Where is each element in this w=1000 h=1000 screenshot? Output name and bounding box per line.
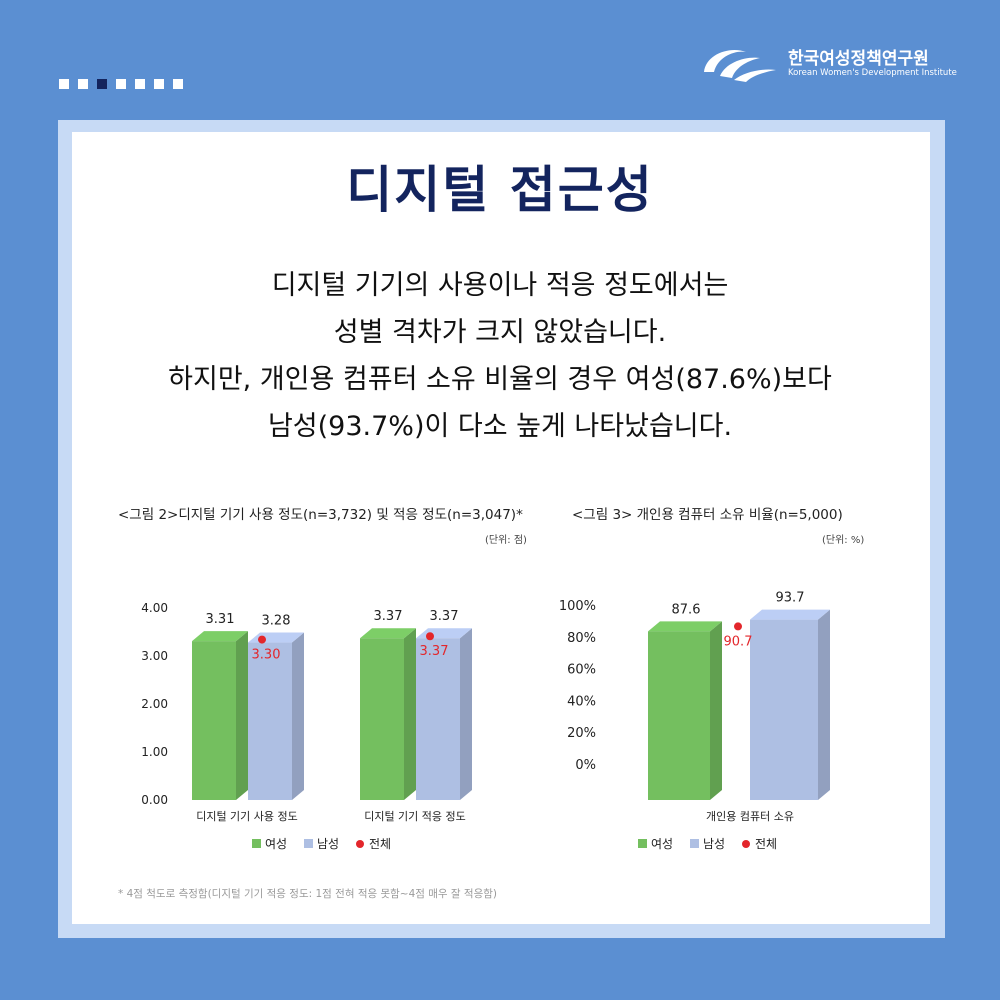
bar-male xyxy=(750,619,818,800)
value-label-overall: 3.37 xyxy=(420,644,449,659)
legend-overall-marker xyxy=(356,840,364,848)
value-label-female: 87.6 xyxy=(672,602,701,617)
bar-male-side xyxy=(818,609,830,800)
bar-male xyxy=(248,642,292,800)
value-label-overall: 3.30 xyxy=(252,648,281,663)
bar-male xyxy=(416,638,460,800)
legend-male-swatch xyxy=(690,839,699,848)
y-tick-label: 40% xyxy=(567,694,596,709)
bar-female xyxy=(192,641,236,800)
legend-label: 남성 xyxy=(317,837,339,851)
description-line: 성별 격차가 크지 않았습니다. xyxy=(333,317,667,348)
page-dot xyxy=(116,79,126,89)
y-tick-label: 3.00 xyxy=(141,649,168,663)
overall-point xyxy=(426,632,434,641)
y-tick-label: 80% xyxy=(567,631,596,646)
value-label-female: 3.31 xyxy=(206,612,235,627)
legend-label: 전체 xyxy=(369,837,391,851)
page-title: 디지털 접근성 xyxy=(346,161,654,219)
y-tick-label: 4.00 xyxy=(141,601,168,615)
bar-female-side xyxy=(404,628,416,800)
x-category-label: 디지털 기기 적응 정도 xyxy=(364,810,466,823)
value-label-male: 93.7 xyxy=(776,591,805,606)
page-dot xyxy=(59,79,69,89)
bar-male-side xyxy=(460,628,472,800)
overall-point xyxy=(734,622,742,631)
value-label-male: 3.37 xyxy=(430,609,459,624)
bar-male-top xyxy=(750,609,830,620)
description-line: 하지만, 개인용 컴퓨터 소유 비율의 경우 여성(87.6%)보다 xyxy=(168,364,832,395)
bar-female-top xyxy=(360,628,416,639)
description-line: 남성(93.7%)이 다소 높게 나타났습니다. xyxy=(267,411,733,442)
y-tick-label: 0% xyxy=(575,758,596,773)
page-dot xyxy=(173,79,183,89)
value-label-overall: 90.7 xyxy=(724,634,753,649)
bar-female-top xyxy=(648,621,722,632)
footnote: * 4점 척도로 측정함(디지털 기기 적응 정도: 1점 전혀 적응 못함~4… xyxy=(118,888,498,900)
bar-female-top xyxy=(192,631,248,642)
figure3-title: <그림 3> 개인용 컴퓨터 소유 비율(n=5,000) xyxy=(572,507,843,523)
bar-male-side xyxy=(292,632,304,800)
value-label-male: 3.28 xyxy=(262,614,291,629)
page-dot xyxy=(78,79,88,89)
figure3-chart: 100% 80% 60% 40% 20% 0% 87.6 93.7 90.7 개인용 컴퓨터 소유… xyxy=(559,591,830,851)
page-dot-active xyxy=(97,79,107,89)
legend-label: 전체 xyxy=(755,837,777,851)
y-tick-label: 0.00 xyxy=(141,793,168,807)
overall-point xyxy=(258,635,266,644)
logo-name-korean: 한국여성정책연구원 xyxy=(788,49,929,69)
kwdi-logo-icon xyxy=(704,50,776,82)
legend-male-swatch xyxy=(304,839,313,848)
x-category-label: 디지털 기기 사용 정도 xyxy=(196,810,298,823)
page-indicator xyxy=(59,79,183,89)
bar-female xyxy=(360,638,404,800)
bar-female-side xyxy=(236,631,248,800)
legend-overall-marker xyxy=(742,840,750,848)
legend-label: 여성 xyxy=(651,837,673,851)
x-category-label: 개인용 컴퓨터 소유 xyxy=(706,810,794,823)
value-label-female: 3.37 xyxy=(374,609,403,624)
y-tick-label: 100% xyxy=(559,599,596,614)
description-line: 디지털 기기의 사용이나 적응 정도에서는 xyxy=(271,270,729,301)
legend-label: 여성 xyxy=(265,837,287,851)
legend-female-swatch xyxy=(638,839,647,848)
legend-label: 남성 xyxy=(703,837,725,851)
bar-female xyxy=(648,631,710,800)
figure2-chart: 4.00 3.00 2.00 1.00 0.00 3.31 3.28 3.30 디지털 기기 사… xyxy=(141,601,472,851)
figure2-unit: (단위: 점) xyxy=(485,535,527,546)
y-tick-label: 60% xyxy=(567,663,596,678)
y-tick-label: 2.00 xyxy=(141,697,168,711)
y-tick-label: 1.00 xyxy=(141,745,168,759)
y-tick-label: 20% xyxy=(567,726,596,741)
description: 디지털 기기의 사용이나 적응 정도에서는 성별 격차가 크지 않았습니다. 하… xyxy=(0,262,1000,450)
figure2-title: <그림 2>디지털 기기 사용 정도(n=3,732) 및 적응 정도(n=3,… xyxy=(118,507,523,523)
logo-name-english: Korean Women's Development Institute xyxy=(788,68,957,78)
legend-female-swatch xyxy=(252,839,261,848)
page-dot xyxy=(135,79,145,89)
bar-female-side xyxy=(710,621,722,800)
figure3-unit: (단위: %) xyxy=(822,535,865,546)
page-dot xyxy=(154,79,164,89)
